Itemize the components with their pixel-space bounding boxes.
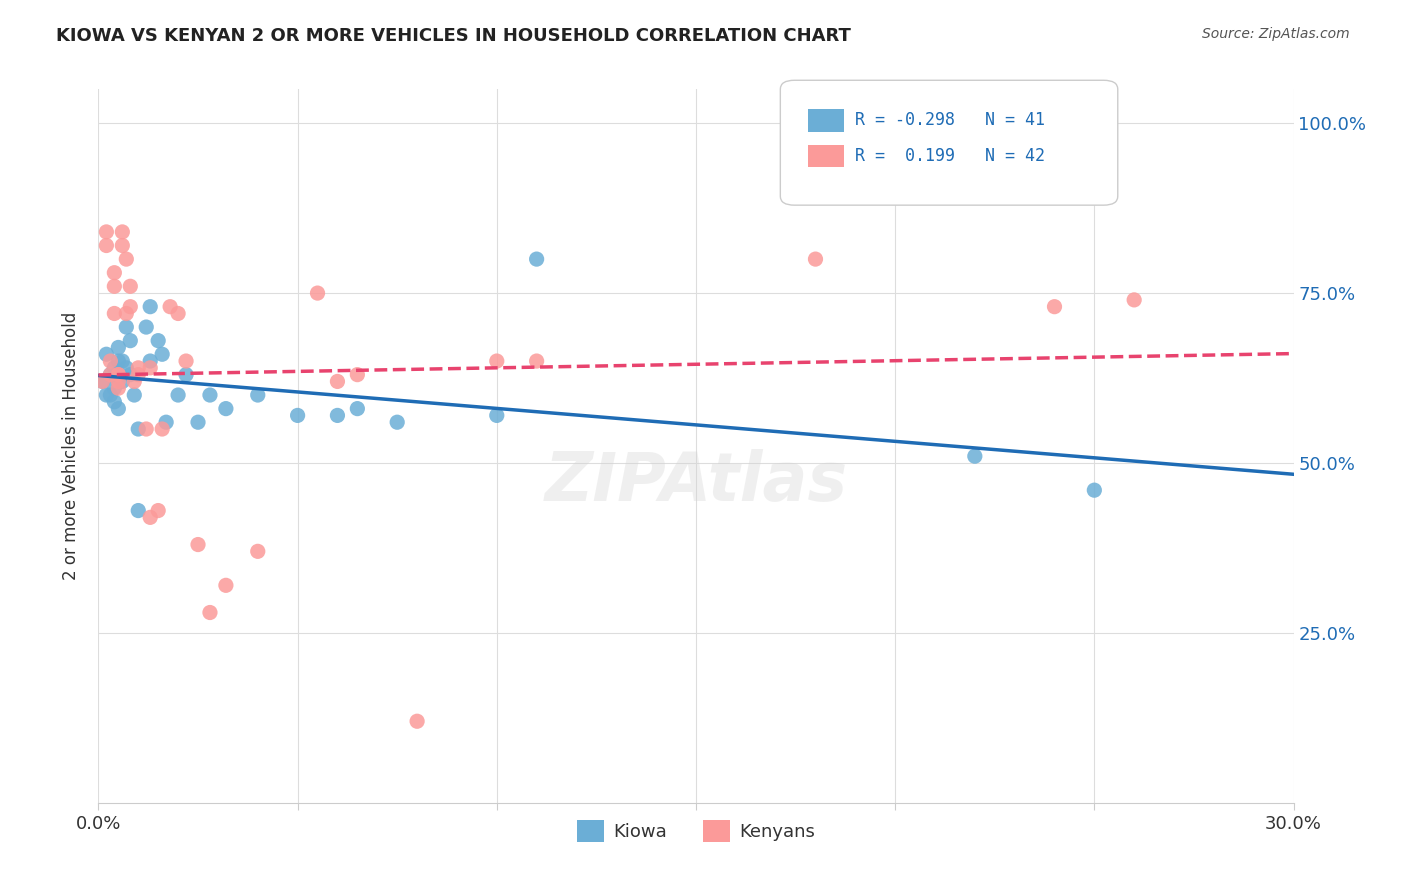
Point (124, 375, 146, 389)
Point (246, 544, 269, 558)
Point (167, 388, 190, 402)
Point (91, 375, 114, 389)
Point (326, 409, 349, 423)
Point (167, 306, 190, 320)
Point (155, 415, 177, 429)
Point (120, 279, 142, 293)
Point (111, 225, 134, 239)
Point (187, 415, 209, 429)
Point (115, 320, 138, 334)
Point (115, 252, 138, 266)
Point (246, 388, 269, 402)
Point (139, 360, 162, 375)
Point (91, 375, 114, 389)
Point (111, 375, 134, 389)
Point (107, 341, 129, 355)
Point (215, 578, 238, 592)
Point (526, 252, 548, 266)
Point (139, 510, 162, 524)
Point (187, 537, 209, 551)
Point (159, 300, 181, 314)
Point (127, 422, 149, 436)
Text: R = -0.298   N = 41: R = -0.298 N = 41 (855, 112, 1045, 129)
Point (107, 368, 129, 382)
Point (96, 238, 118, 252)
Point (485, 354, 508, 368)
Point (963, 449, 986, 463)
Point (107, 401, 129, 416)
Point (127, 503, 149, 517)
Point (103, 394, 125, 409)
Point (98, 388, 122, 402)
Point (103, 360, 125, 375)
Point (526, 354, 548, 368)
Point (139, 300, 162, 314)
Text: KIOWA VS KENYAN 2 OR MORE VEHICLES IN HOUSEHOLD CORRELATION CHART: KIOWA VS KENYAN 2 OR MORE VEHICLES IN HO… (56, 27, 851, 45)
Point (385, 415, 409, 429)
Legend: Kiowa, Kenyans: Kiowa, Kenyans (568, 811, 824, 851)
Point (148, 503, 170, 517)
Point (120, 300, 142, 314)
Point (1123, 293, 1146, 307)
Point (406, 714, 429, 729)
Point (98, 368, 122, 382)
Text: Source: ZipAtlas.com: Source: ZipAtlas.com (1202, 27, 1350, 41)
Point (307, 286, 329, 301)
Text: ZIPAtlas: ZIPAtlas (544, 449, 848, 515)
Point (103, 266, 125, 280)
Point (127, 360, 149, 375)
Point (120, 368, 142, 382)
Point (174, 354, 197, 368)
Point (107, 375, 129, 389)
Point (148, 334, 170, 348)
Point (107, 381, 129, 395)
Point (150, 422, 173, 436)
Point (139, 354, 162, 368)
Point (96, 347, 118, 361)
Point (135, 320, 157, 334)
Point (174, 368, 197, 382)
Point (96, 225, 118, 239)
Point (98, 368, 122, 382)
Point (346, 401, 368, 416)
Point (103, 279, 125, 293)
Point (96, 388, 118, 402)
Point (107, 368, 129, 382)
Point (127, 368, 149, 382)
Point (107, 368, 129, 382)
Point (103, 381, 125, 395)
Point (107, 354, 129, 368)
Point (98, 354, 122, 368)
Point (804, 252, 827, 266)
Point (135, 422, 157, 436)
Point (111, 354, 134, 368)
Text: R =  0.199   N = 42: R = 0.199 N = 42 (855, 147, 1045, 165)
Point (1043, 300, 1066, 314)
Point (215, 401, 238, 416)
Point (287, 409, 309, 423)
Y-axis label: 2 or more Vehicles in Household: 2 or more Vehicles in Household (62, 312, 80, 580)
Point (198, 606, 221, 620)
Point (485, 409, 508, 423)
Point (1083, 483, 1105, 498)
Point (103, 306, 125, 320)
Point (120, 334, 142, 348)
Point (124, 388, 146, 402)
Point (115, 360, 138, 375)
Point (150, 347, 173, 361)
Point (198, 388, 221, 402)
Point (326, 375, 349, 389)
Point (346, 368, 368, 382)
Point (115, 306, 138, 320)
Point (111, 238, 134, 252)
